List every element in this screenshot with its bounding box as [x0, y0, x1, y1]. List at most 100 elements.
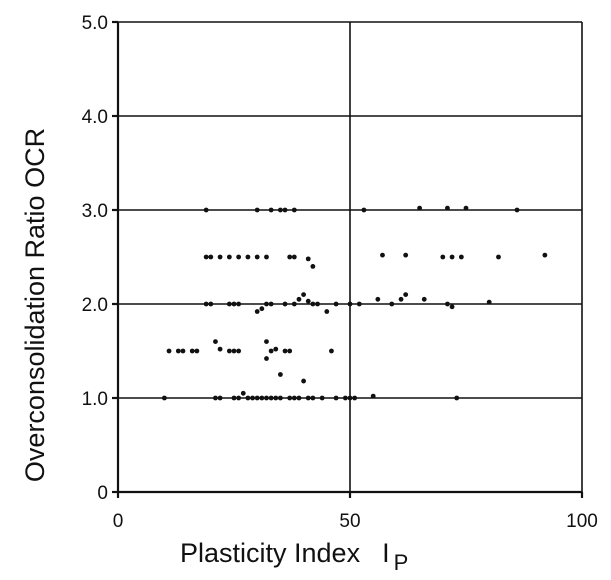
data-point-0-55 [291, 301, 297, 307]
data-point-0-51 [259, 306, 265, 312]
data-point-0-25 [454, 395, 460, 401]
y-tick-label-1: 1.0 [82, 389, 108, 410]
data-point-0-49 [236, 301, 242, 307]
data-point-0-89 [458, 254, 464, 260]
data-point-0-80 [264, 254, 269, 260]
data-point-0-6 [245, 395, 251, 401]
data-point-0-84 [310, 264, 316, 269]
data-point-0-22 [347, 395, 353, 401]
tick-labels: 0 1.0 2.0 3.0 4.0 5.0 0 50 100 [82, 13, 598, 532]
y-tick-label-0: 0 [97, 483, 108, 504]
data-point-0-28 [180, 348, 186, 354]
data-point-0-64 [356, 301, 362, 307]
data-point-0-26 [166, 348, 172, 354]
data-point-0-40 [287, 348, 293, 354]
data-point-0-102 [514, 207, 520, 213]
data-point-0-3 [231, 395, 237, 401]
data-point-0-12 [273, 395, 279, 401]
data-point-0-69 [421, 296, 427, 302]
data-point-0-83 [305, 256, 311, 262]
data-point-0-85 [380, 252, 385, 258]
data-point-0-18 [310, 395, 316, 401]
data-point-0-74 [208, 254, 214, 260]
data-point-0-16 [296, 395, 302, 401]
x-axis-title: Plasticity Index I P [180, 538, 408, 575]
y-axis-title: Overconsolidation Ratio OCR [20, 128, 50, 482]
data-point-0-90 [496, 254, 501, 260]
data-point-0-1 [213, 395, 218, 401]
data-point-0-20 [333, 395, 339, 401]
data-point-0-96 [282, 207, 288, 213]
data-point-0-65 [375, 296, 381, 302]
data-point-0-45 [203, 301, 209, 307]
data-point-0-100 [445, 205, 450, 211]
data-point-0-8 [254, 395, 260, 401]
data-point-0-81 [287, 254, 293, 260]
data-point-0-47 [226, 301, 232, 307]
data-point-0-43 [278, 372, 283, 377]
data-point-0-33 [226, 348, 232, 354]
data-point-0-5 [240, 390, 246, 396]
data-point-0-101 [463, 205, 469, 211]
data-point-0-42 [264, 356, 269, 361]
grid-lines [118, 21, 583, 492]
data-point-0-11 [268, 395, 274, 401]
data-point-0-86 [403, 252, 409, 258]
data-point-0-57 [301, 292, 306, 297]
data-point-0-99 [417, 205, 422, 211]
data-point-0-14 [287, 395, 293, 401]
data-point-0-62 [333, 301, 339, 307]
y-tick-label-3: 3.0 [82, 201, 108, 222]
data-point-0-63 [347, 301, 353, 307]
data-point-0-35 [236, 348, 242, 354]
data-point-0-58 [305, 298, 311, 304]
data-point-0-92 [203, 207, 209, 213]
data-point-0-19 [319, 395, 325, 401]
data-point-0-56 [296, 296, 302, 302]
data-point-0-75 [217, 254, 223, 260]
data-point-0-17 [305, 395, 311, 401]
data-point-0-29 [189, 348, 195, 354]
data-point-0-66 [389, 301, 395, 307]
data-point-0-46 [208, 301, 214, 307]
axes [112, 20, 584, 498]
data-point-0-82 [291, 254, 297, 260]
data-point-0-50 [254, 309, 260, 314]
data-point-0-88 [449, 254, 455, 260]
x-tick-label-1: 50 [339, 511, 360, 532]
data-point-0-61 [324, 309, 330, 314]
x-axis-title-symbol: I [382, 538, 390, 568]
y-tick-label-2: 2.0 [82, 295, 108, 316]
data-point-0-31 [213, 339, 218, 344]
data-point-0-72 [486, 299, 492, 305]
data-point-0-21 [342, 395, 348, 401]
data-point-0-23 [352, 395, 358, 401]
data-point-0-91 [542, 252, 548, 258]
data-point-0-78 [245, 254, 251, 260]
data-point-0-32 [217, 346, 223, 352]
data-point-0-24 [370, 393, 376, 399]
y-tick-label-4: 4.0 [82, 107, 108, 128]
data-point-0-15 [291, 395, 297, 401]
data-point-0-27 [175, 348, 181, 354]
data-point-0-94 [268, 207, 274, 213]
data-point-0-71 [449, 304, 455, 310]
data-point-0-93 [254, 207, 260, 213]
data-point-0-59 [310, 301, 316, 307]
data-point-0-37 [268, 348, 274, 354]
data-point-0-97 [291, 207, 297, 213]
data-point-0-87 [440, 254, 446, 260]
data-point-0-73 [203, 254, 209, 260]
data-point-0-30 [194, 348, 200, 354]
data-point-0-2 [217, 395, 223, 401]
x-tick-label-0: 0 [113, 511, 124, 532]
data-point-0-7 [250, 395, 255, 401]
data-points [162, 205, 548, 401]
data-point-0-10 [264, 395, 269, 401]
data-point-0-54 [282, 301, 288, 307]
data-point-0-44 [301, 378, 306, 384]
x-axis-title-subscript: P [394, 550, 409, 575]
data-point-0-79 [254, 254, 260, 260]
data-point-0-60 [315, 301, 320, 307]
data-point-0-48 [231, 301, 237, 307]
